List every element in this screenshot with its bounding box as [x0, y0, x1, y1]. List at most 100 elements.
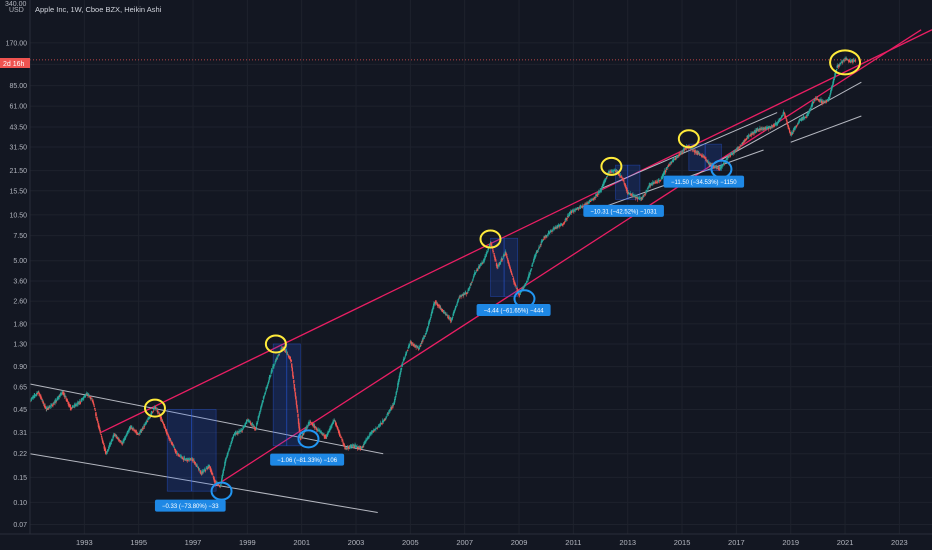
candle-body	[594, 197, 596, 199]
candle-body	[329, 428, 331, 431]
candle-body	[104, 448, 106, 452]
candle-body	[396, 388, 398, 390]
candle-body	[567, 216, 569, 218]
candle-body	[544, 236, 547, 238]
candle-body	[523, 286, 525, 288]
candle-body	[353, 446, 356, 448]
candle-body	[572, 210, 574, 212]
candle-body	[59, 396, 61, 398]
candle-body	[746, 135, 749, 138]
candle-body	[277, 355, 280, 356]
candle-body	[602, 183, 604, 186]
candle-body	[220, 484, 222, 487]
candle-body	[763, 127, 766, 129]
candle-body	[398, 378, 400, 383]
candle-body	[709, 162, 711, 165]
candle-body	[90, 398, 93, 400]
candle-body	[477, 267, 479, 269]
candle-body	[542, 239, 544, 241]
candle-body	[767, 127, 769, 129]
candle-body	[364, 440, 367, 443]
candle-body	[408, 344, 411, 346]
candle-body	[780, 117, 782, 119]
candle-body	[206, 467, 208, 469]
candle-body	[678, 154, 681, 156]
candle-body	[207, 465, 209, 468]
candle-body	[163, 423, 165, 426]
candle-body	[773, 125, 776, 126]
candle-body	[768, 127, 770, 130]
candle-body	[653, 182, 656, 184]
candle-body	[472, 278, 474, 280]
candle-body	[412, 343, 414, 345]
candle-body	[775, 122, 777, 125]
candle-body	[140, 431, 142, 433]
time-axis-panel[interactable]	[0, 534, 932, 550]
candle-body	[540, 244, 542, 246]
candle-body	[189, 458, 191, 460]
candle-body	[374, 429, 377, 431]
candle-body	[439, 306, 441, 308]
candle-body	[340, 437, 343, 439]
candle-body	[386, 413, 389, 416]
candle-body	[210, 468, 212, 471]
candle-body	[623, 183, 626, 185]
candle-body	[625, 188, 628, 191]
candle-body	[585, 202, 588, 204]
candle-body	[678, 155, 680, 157]
candle-body	[602, 182, 605, 185]
candle-body	[727, 156, 730, 158]
candle-body	[147, 418, 150, 420]
candle-body	[753, 132, 755, 134]
time-tick-label: 1993	[76, 538, 93, 547]
candle-body	[764, 128, 767, 130]
candle-body	[643, 195, 645, 197]
candle-body	[646, 188, 649, 190]
candle-body	[164, 427, 167, 429]
candle-body	[746, 138, 748, 139]
candle-body	[136, 432, 138, 434]
candle-body	[276, 356, 279, 358]
candle-body	[831, 86, 833, 89]
candle-body	[56, 398, 59, 400]
candle-body	[494, 258, 497, 261]
time-axis[interactable]: 1993 1995 1997 1999 2001 2003 2005 2007 2009 2011…	[76, 538, 908, 547]
candle-body	[367, 436, 370, 438]
price-axis-panel[interactable]	[0, 0, 30, 534]
top-marker-circle	[264, 334, 287, 354]
candle-body	[778, 120, 780, 122]
candle-body	[142, 428, 144, 430]
candle-body	[235, 433, 238, 435]
price-tick-label: 0.10	[13, 500, 27, 507]
candle-body	[209, 466, 211, 468]
candle-body	[501, 259, 504, 260]
candle-body	[653, 183, 655, 185]
candle-body	[94, 410, 97, 411]
candle-body	[99, 429, 101, 432]
candle-body	[786, 123, 789, 125]
candle-body	[836, 65, 838, 68]
candle-body	[410, 341, 412, 343]
candle-body	[573, 210, 576, 212]
candle-body	[474, 271, 477, 273]
candle-body	[285, 351, 288, 353]
candle-body	[819, 98, 821, 101]
candle-body	[144, 424, 146, 426]
candle-body	[198, 468, 200, 470]
candle-body	[72, 405, 74, 408]
candle-body	[546, 234, 548, 236]
candle-body	[418, 348, 420, 350]
price-tick-label: 10.50	[9, 212, 27, 219]
candle-body	[95, 412, 97, 416]
candle-body	[77, 401, 80, 404]
candle-body	[463, 293, 466, 295]
candle-body	[601, 187, 603, 189]
candle-body	[508, 263, 510, 265]
candle-body	[100, 434, 102, 436]
candle-body	[313, 424, 315, 426]
marker-circles[interactable]	[143, 49, 862, 501]
candle-body	[408, 345, 410, 348]
time-tick-label: 2005	[402, 538, 419, 547]
candle-body	[664, 171, 667, 173]
